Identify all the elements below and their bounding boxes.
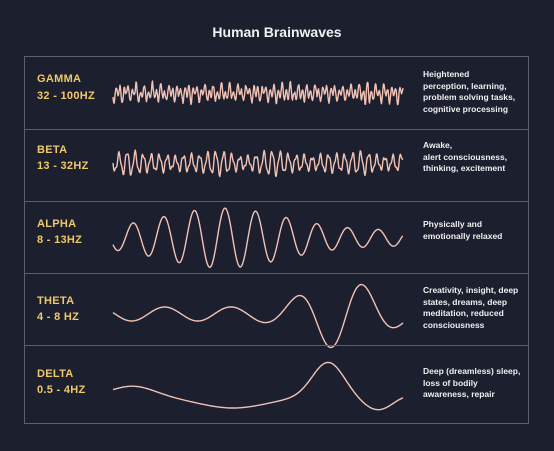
diagram-title: Human Brainwaves <box>212 24 342 40</box>
band-name: DELTA <box>37 368 74 380</box>
description-line: awareness, repair <box>423 389 495 399</box>
band-description: Awake, alert consciousness, thinking, ex… <box>423 140 523 175</box>
description-line: Creativity, insight, deep <box>423 285 519 295</box>
band-description: Physically and emotionally relaxed <box>423 219 523 242</box>
description-line: perception, learning, <box>423 80 507 91</box>
band-range: 13 - 32HZ <box>37 160 89 172</box>
band-range: 32 - 100HZ <box>37 90 96 102</box>
band-description: Creativity, insight, deep states, dreams… <box>423 285 523 331</box>
description-line: cognitive processing <box>423 103 509 114</box>
band-delta: DELTA 0.5 - 4HZ Deep (dreamless) sleep, … <box>25 345 528 417</box>
band-name: GAMMA <box>37 73 82 85</box>
band-theta: THETA 4 - 8 HZ Creativity, insight, deep… <box>25 273 528 349</box>
description-line: meditation, reduced <box>423 308 504 318</box>
band-alpha: ALPHA 8 - 13HZ Physically and emotionall… <box>25 201 528 273</box>
description-line: alert consciousness, <box>423 151 508 162</box>
alpha-wave <box>112 207 404 269</box>
band-name: THETA <box>37 295 75 307</box>
description-line: problem solving tasks, <box>423 92 516 102</box>
theta-wave <box>112 283 404 349</box>
band-beta: BETA 13 - 32HZ Awake, alert consciousnes… <box>25 129 528 201</box>
description-line: Heightened <box>423 69 470 79</box>
description-line: loss of bodily <box>423 377 478 388</box>
band-gamma: GAMMA 32 - 100HZ Heightened perception, … <box>25 57 528 129</box>
band-name: ALPHA <box>37 218 77 230</box>
description-line: consciousness <box>423 319 485 330</box>
band-range: 4 - 8 HZ <box>37 311 80 323</box>
description-line: Deep (dreamless) sleep, <box>423 366 521 376</box>
band-description: Deep (dreamless) sleep, loss of bodily a… <box>423 366 523 401</box>
band-description: Heightened perception, learning, problem… <box>423 69 523 115</box>
band-name: BETA <box>37 144 68 156</box>
brainwave-panel: GAMMA 32 - 100HZ Heightened perception, … <box>24 56 529 424</box>
description-line: Awake, <box>423 140 453 150</box>
description-line: thinking, excitement <box>423 163 506 173</box>
description-line: Physically and <box>423 219 483 229</box>
delta-wave <box>112 361 404 411</box>
description-line: emotionally relaxed <box>423 230 503 241</box>
beta-wave <box>112 149 404 178</box>
band-range: 0.5 - 4HZ <box>37 384 86 396</box>
description-line: states, dreams, deep <box>423 296 508 307</box>
gamma-wave <box>112 80 404 106</box>
band-range: 8 - 13HZ <box>37 234 83 246</box>
